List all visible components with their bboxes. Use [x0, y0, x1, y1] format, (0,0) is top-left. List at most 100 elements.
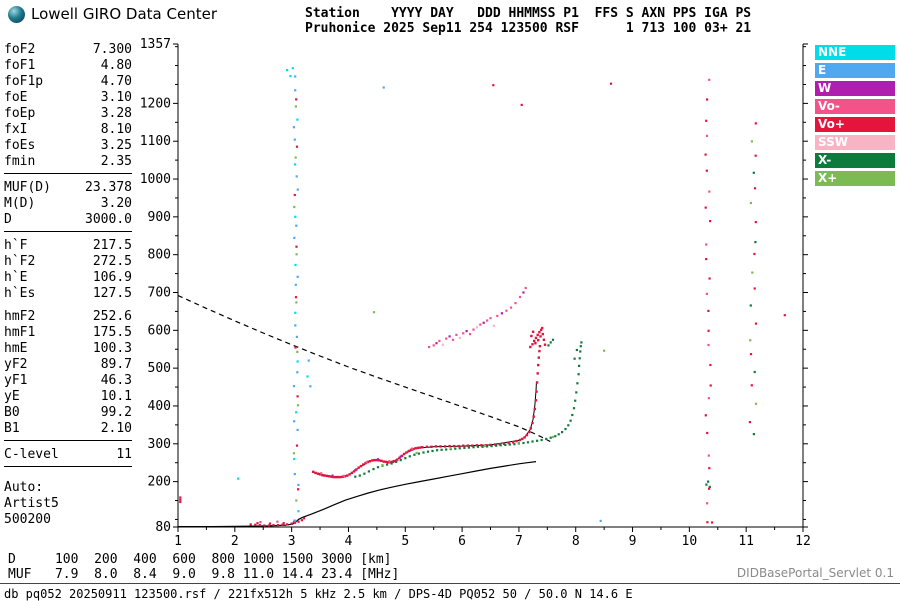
series-transmission-curve — [177, 294, 551, 443]
param-label: B0 — [4, 405, 20, 420]
svg-text:300: 300 — [148, 437, 171, 452]
param-row: Artist5 — [4, 496, 132, 512]
panel-divider — [4, 173, 132, 174]
param-row: foF1p 4.70 — [4, 74, 132, 90]
param-value: 10.1 — [100, 389, 132, 404]
svg-text:1: 1 — [174, 534, 182, 549]
param-value: 2.10 — [100, 421, 132, 436]
svg-text:4: 4 — [345, 534, 353, 549]
param-label: MUF(D) — [4, 180, 51, 195]
footer-divider — [0, 583, 900, 584]
param-value: 3.10 — [100, 90, 132, 105]
series-es-trace — [249, 517, 306, 527]
param-row: hmF2 252.6 — [4, 309, 132, 325]
param-row: M(D) 3.20 — [4, 196, 132, 212]
param-value: 4.70 — [100, 74, 132, 89]
param-label: foF1 — [4, 58, 36, 73]
axis-ticks — [173, 43, 808, 532]
param-value: 3.28 — [100, 106, 132, 121]
svg-text:10: 10 — [682, 534, 698, 549]
param-label: h`F2 — [4, 254, 36, 269]
logo: Lowell GIRO Data Center — [8, 5, 217, 23]
svg-text:1200: 1200 — [140, 96, 171, 111]
param-value: 3000.0 — [85, 212, 132, 227]
param-value: 127.5 — [92, 286, 132, 301]
param-label: h`F — [4, 238, 28, 253]
svg-text:500: 500 — [148, 361, 171, 376]
param-row: fmin 2.35 — [4, 154, 132, 170]
station-header-line1: Station YYYY DAY DDD HHMMSS P1 FFS S AXN… — [305, 6, 752, 21]
param-label: Artist5 — [4, 496, 59, 511]
param-label: hmE — [4, 341, 28, 356]
param-row: Auto: — [4, 480, 132, 496]
svg-text:800: 800 — [148, 248, 171, 263]
param-row: h`Es 127.5 — [4, 286, 132, 302]
legend-item: Vo+ — [815, 117, 895, 132]
noise-dots — [179, 67, 786, 524]
svg-text:5: 5 — [401, 534, 409, 549]
param-row: 500200 — [4, 512, 132, 528]
param-label: foEs — [4, 138, 36, 153]
param-row: h`F2 272.5 — [4, 254, 132, 270]
param-value: 217.5 — [92, 238, 132, 253]
giro-globe-icon — [8, 5, 25, 23]
status-bar: db pq052 20250911 123500.rsf / 221fx512h… — [4, 587, 633, 601]
param-label: 500200 — [4, 512, 51, 527]
svg-text:8: 8 — [572, 534, 580, 549]
param-row: B1 2.10 — [4, 421, 132, 437]
interference-stripe — [704, 78, 712, 524]
param-row: foEs 3.25 — [4, 138, 132, 154]
svg-text:700: 700 — [148, 285, 171, 300]
svg-text:80: 80 — [155, 520, 171, 535]
param-row: hmF1 175.5 — [4, 325, 132, 341]
svg-text:6: 6 — [458, 534, 466, 549]
param-value: 2.35 — [100, 154, 132, 169]
servlet-watermark: DIDBasePortal_Servlet 0.1 — [736, 566, 894, 580]
param-row: yE 10.1 — [4, 389, 132, 405]
svg-text:1100: 1100 — [140, 134, 171, 149]
param-row: fxI 8.10 — [4, 122, 132, 138]
param-label: h`Es — [4, 286, 36, 301]
interference-stripe — [292, 75, 300, 522]
param-value: 100.3 — [92, 341, 132, 356]
series-fitted-trace — [314, 381, 537, 478]
station-header-line2: Pruhonice 2025 Sep11 254 123500 RSF 1 71… — [305, 21, 752, 36]
param-row: yF1 46.3 — [4, 373, 132, 389]
axis-labels: 1 2 3 4 5 6 7 8 9 10 11 128020030040050060070080090… — [140, 37, 811, 549]
param-label: Auto: — [4, 480, 44, 495]
param-value: 99.2 — [100, 405, 132, 420]
param-value: 23.378 — [85, 180, 132, 195]
svg-text:11: 11 — [738, 534, 754, 549]
panel-divider — [4, 440, 132, 441]
legend-item: Vo- — [815, 99, 895, 114]
param-label: foE — [4, 90, 28, 105]
param-value: 3.20 — [100, 196, 132, 211]
panel-divider — [4, 231, 132, 232]
param-value: 89.7 — [100, 357, 132, 372]
series-true-height-profile — [178, 461, 537, 528]
svg-text:2: 2 — [231, 534, 239, 549]
svg-text:400: 400 — [148, 399, 171, 414]
interference-stripe — [748, 122, 758, 436]
param-row: D 3000.0 — [4, 212, 132, 228]
svg-text:12: 12 — [795, 534, 811, 549]
param-row: C-level 11 — [4, 447, 132, 463]
param-label: D — [4, 212, 12, 227]
param-row: h`F 217.5 — [4, 238, 132, 254]
param-value: 272.5 — [92, 254, 132, 269]
param-label: h`E — [4, 270, 28, 285]
param-label: foEp — [4, 106, 36, 121]
param-value: 7.300 — [92, 42, 132, 57]
param-value: 252.6 — [92, 309, 132, 324]
svg-text:1000: 1000 — [140, 172, 171, 187]
param-row: MUF(D) 23.378 — [4, 180, 132, 196]
param-label: B1 — [4, 421, 20, 436]
param-row: foE 3.10 — [4, 90, 132, 106]
param-row: foF2 7.300 — [4, 42, 132, 58]
svg-text:9: 9 — [629, 534, 637, 549]
logo-text: Lowell GIRO Data Center — [31, 5, 217, 23]
param-row: B0 99.2 — [4, 405, 132, 421]
legend-item: W — [815, 81, 895, 96]
muf-row: MUF 7.9 8.0 8.4 9.0 9.8 11.0 14.4 23.4 [… — [8, 567, 400, 582]
param-value: 11 — [116, 447, 132, 462]
